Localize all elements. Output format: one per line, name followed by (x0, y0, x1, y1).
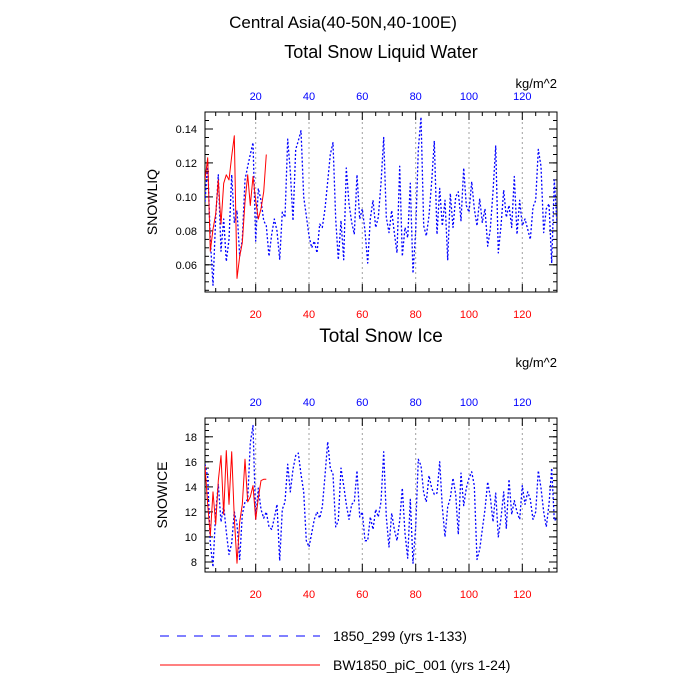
y-tick-label: 0.08 (176, 226, 197, 238)
y-tick-label: 0.12 (176, 158, 197, 170)
legend-label: BW1850_piC_001 (yrs 1-24) (333, 657, 510, 673)
x-tick-label-top: 20 (250, 397, 262, 409)
panel-snowliq: Total Snow Liquid Water kg/m^2 SNOWLIQ 20 40… (144, 42, 558, 321)
panel-title: Total Snow Liquid Water (284, 42, 477, 62)
x-tick-label-bottom: 120 (513, 589, 531, 601)
y-tick-label: 12 (185, 507, 197, 519)
x-tick-label-bottom: 100 (460, 309, 478, 321)
x-tick-label-top: 40 (303, 91, 315, 103)
legend: 1850_299 (yrs 1-133) BW1850_piC_001 (yrs … (160, 628, 510, 673)
x-tick-label-top: 60 (356, 91, 368, 103)
y-tick-label: 14 (185, 482, 197, 494)
x-tick-label-top: 40 (303, 397, 315, 409)
x-tick-label-bottom: 60 (356, 589, 368, 601)
x-tick-label-bottom: 20 (250, 309, 262, 321)
y-tick-label: 0.10 (176, 192, 197, 204)
x-tick-label-bottom: 40 (303, 309, 315, 321)
x-tick-label-bottom: 80 (410, 589, 422, 601)
x-tick-label-top: 20 (250, 91, 262, 103)
y-axis-label: SNOWLIQ (144, 169, 160, 235)
x-tick-label-bottom: 80 (410, 309, 422, 321)
x-tick-label-top: 120 (513, 91, 531, 103)
x-tick-label-top: 100 (460, 397, 478, 409)
x-tick-label-top: 100 (460, 91, 478, 103)
x-tick-label-top: 60 (356, 397, 368, 409)
x-tick-label-bottom: 120 (513, 309, 531, 321)
series-line-1850-299 (205, 424, 557, 568)
x-tick-label-top: 120 (513, 397, 531, 409)
y-tick-label: 0.14 (176, 124, 197, 136)
x-tick-label-top: 80 (410, 91, 422, 103)
panel-snowice: Total Snow Ice kg/m^2 SNOWICE 20 40 60 80 100 12… (154, 326, 558, 601)
panel-title: Total Snow Ice (319, 326, 443, 347)
y-tick-label: 16 (185, 457, 197, 469)
figure-title: Central Asia(40-50N,40-100E) (229, 13, 457, 32)
units-label: kg/m^2 (515, 76, 557, 91)
units-label: kg/m^2 (515, 355, 557, 370)
x-tick-label-bottom: 40 (303, 589, 315, 601)
x-tick-label-bottom: 100 (460, 589, 478, 601)
plot-frame (204, 417, 558, 573)
y-tick-label: 0.06 (176, 260, 197, 272)
y-tick-label: 8 (191, 557, 197, 569)
x-tick-label-bottom: 20 (250, 589, 262, 601)
series-line-1850-299 (205, 116, 557, 286)
y-tick-label: 10 (185, 532, 197, 544)
legend-label: 1850_299 (yrs 1-133) (333, 628, 467, 644)
y-tick-label: 18 (185, 432, 197, 444)
x-tick-label-top: 80 (410, 397, 422, 409)
series-line-bw1850-pic-001 (205, 135, 267, 279)
series-line-bw1850-pic-001 (205, 450, 267, 564)
x-tick-label-bottom: 60 (356, 309, 368, 321)
y-axis-label: SNOWICE (154, 462, 170, 529)
